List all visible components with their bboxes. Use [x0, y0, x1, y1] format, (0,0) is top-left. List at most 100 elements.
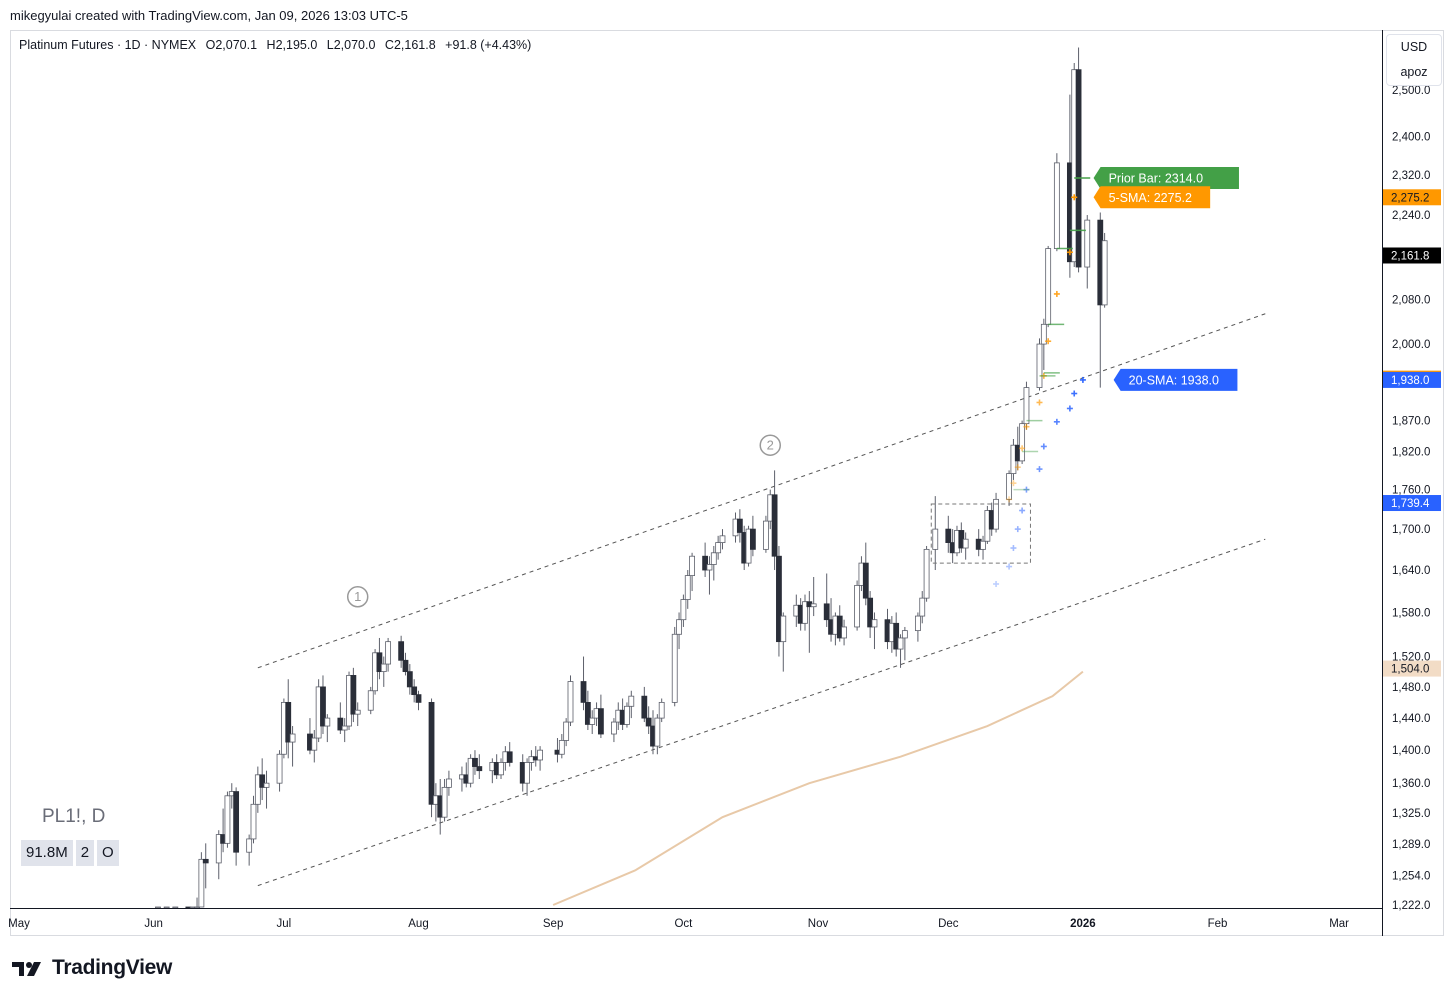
candle	[923, 545, 930, 602]
sma20-marker	[1023, 486, 1030, 493]
candle	[702, 542, 709, 577]
candle-body	[367, 690, 374, 711]
candle-body	[1053, 162, 1060, 249]
price-badge-bg	[1383, 660, 1441, 677]
candle-body	[441, 786, 448, 818]
candle-body	[250, 803, 257, 840]
price-tick-label: 1,760.0	[1392, 485, 1430, 497]
candle	[385, 637, 392, 672]
candle	[285, 679, 292, 759]
candle	[246, 834, 253, 866]
candle-body	[198, 858, 205, 908]
candle-body	[854, 584, 861, 628]
candle-body	[567, 681, 574, 723]
candle	[441, 778, 448, 822]
callout-bg	[1093, 186, 1211, 209]
candle	[823, 573, 830, 627]
candle-body	[354, 709, 361, 715]
channel-upper-line	[257, 313, 1266, 669]
candle-body	[654, 717, 661, 747]
candle	[841, 619, 847, 646]
candle-body	[380, 663, 387, 673]
candle-body	[771, 494, 778, 557]
price-tick-label: 1,325.0	[1392, 808, 1430, 820]
candle	[224, 791, 231, 848]
candle	[1101, 232, 1108, 308]
candle	[428, 698, 435, 818]
chart-panel[interactable]	[10, 30, 1444, 936]
candle	[932, 496, 939, 571]
candle-body	[624, 705, 630, 725]
sma20-marker	[1006, 563, 1013, 570]
candle-body	[706, 564, 713, 571]
candle	[402, 652, 409, 676]
sma-long-layer	[552, 670, 1084, 906]
candle-body	[841, 626, 847, 639]
candle-body	[311, 737, 318, 751]
candle	[854, 580, 861, 631]
candle-body	[702, 555, 709, 571]
currency-selector[interactable]: USD apoz	[1386, 34, 1442, 86]
price-badge-text: 1,739.4	[1391, 498, 1430, 510]
sma5-marker	[1006, 496, 1013, 503]
candle	[658, 698, 665, 723]
legend-open: O2,070.1	[205, 38, 258, 52]
candle	[684, 570, 691, 609]
sma20-marker	[1014, 526, 1021, 533]
candle-body	[1075, 69, 1082, 268]
price-tick-label: 1,870.0	[1392, 416, 1430, 428]
candle-body	[589, 717, 596, 725]
candle	[398, 635, 405, 668]
price-tick-label: 1,520.0	[1392, 652, 1430, 664]
candle	[1019, 420, 1026, 465]
currency-label[interactable]: USD	[1400, 40, 1428, 54]
price-tick-label: 1,700.0	[1392, 524, 1430, 536]
candle-layer	[155, 47, 1108, 909]
candle-body	[867, 597, 874, 628]
wave-label: 1	[346, 585, 369, 608]
price-tick-label: 1,820.0	[1392, 446, 1430, 458]
candle	[367, 686, 374, 715]
candle	[341, 718, 348, 743]
sma5-marker	[1066, 249, 1073, 256]
candle	[276, 750, 283, 792]
sma20-marker	[1066, 405, 1073, 412]
candle-body	[923, 548, 930, 599]
price-tick-label: 2,240.0	[1392, 210, 1430, 222]
legend-title: Platinum Futures · 1D · NYMEX	[19, 38, 197, 52]
candle-body	[202, 858, 209, 864]
price-tick-label: 2,320.0	[1392, 170, 1430, 182]
candle	[215, 830, 222, 880]
ohlc-legend: Platinum Futures · 1D · NYMEX O2,070.1 H…	[19, 38, 537, 52]
candle	[254, 766, 261, 813]
candle-body	[246, 838, 253, 853]
candle-body	[823, 603, 830, 621]
scale-mode-label[interactable]: apoz	[1400, 65, 1428, 79]
candle	[919, 591, 926, 624]
candle	[415, 690, 422, 711]
candle	[980, 535, 986, 560]
candle-body	[537, 749, 543, 761]
price-badge-text: 1,504.0	[1391, 664, 1429, 676]
candle-body	[385, 641, 392, 665]
candle	[446, 770, 452, 796]
sma-long-line	[552, 670, 1084, 906]
candle	[641, 686, 648, 723]
candle-body	[780, 615, 787, 643]
candle-body	[1023, 387, 1030, 425]
candle-body	[584, 701, 591, 725]
callout-label: 5-SMA: 2275.2	[1093, 186, 1211, 209]
price-tick-label: 2,500.0	[1392, 85, 1430, 97]
candle	[558, 734, 565, 759]
price-tick-label: 2,400.0	[1392, 131, 1430, 143]
legend-low: L2,070.0	[326, 38, 376, 52]
candle	[1084, 215, 1091, 289]
candle-body	[658, 701, 665, 719]
time-tick-label: May	[8, 918, 30, 930]
price-badge-bg	[1383, 371, 1441, 388]
candle-body	[580, 681, 587, 703]
candle	[1053, 153, 1060, 252]
candle	[467, 754, 474, 788]
candle	[1075, 47, 1082, 273]
